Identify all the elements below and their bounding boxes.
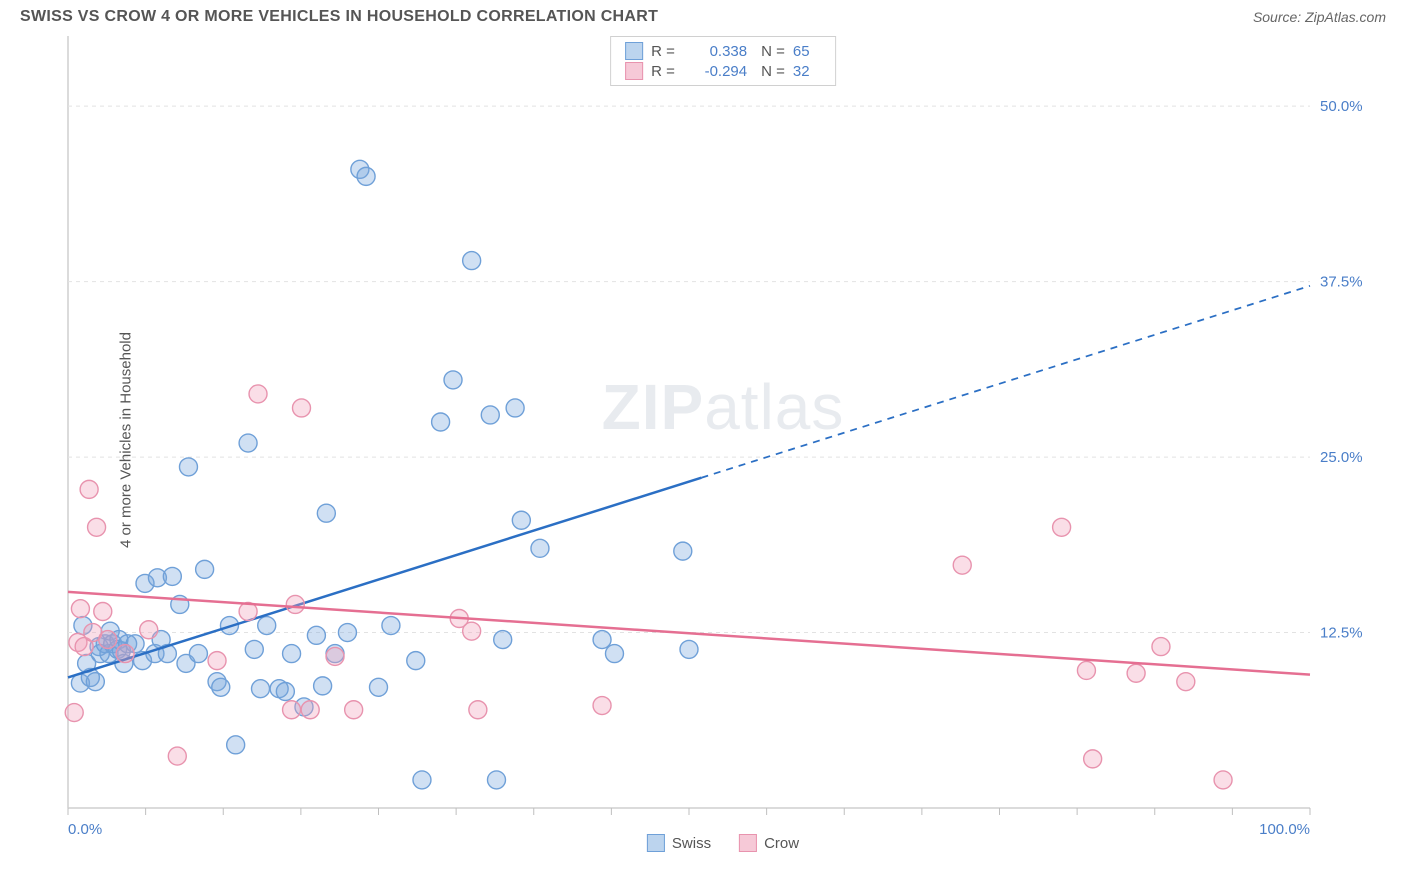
- chart-source: Source: ZipAtlas.com: [1253, 9, 1386, 25]
- n-label: N =: [761, 43, 785, 60]
- legend-item-crow: Crow: [739, 834, 799, 852]
- svg-text:0.0%: 0.0%: [68, 821, 102, 838]
- n-label: N =: [761, 63, 785, 80]
- chart-area: 4 or more Vehicles in Household R = 0.33…: [60, 30, 1386, 850]
- r-label: R =: [651, 43, 677, 60]
- svg-text:100.0%: 100.0%: [1259, 821, 1310, 838]
- series-legend: Swiss Crow: [647, 834, 799, 852]
- crow-swatch-icon: [739, 834, 757, 852]
- svg-text:37.5%: 37.5%: [1320, 274, 1363, 291]
- crow-series-label: Crow: [764, 835, 799, 852]
- swiss-swatch-icon: [625, 42, 643, 60]
- r-label: R =: [651, 63, 677, 80]
- chart-title: SWISS VS CROW 4 OR MORE VEHICLES IN HOUS…: [20, 8, 658, 26]
- swiss-swatch-icon: [647, 834, 665, 852]
- swiss-series-label: Swiss: [672, 835, 711, 852]
- chart-header: SWISS VS CROW 4 OR MORE VEHICLES IN HOUS…: [0, 0, 1406, 30]
- crow-swatch-icon: [625, 62, 643, 80]
- swiss-r-value: 0.338: [685, 43, 747, 60]
- svg-text:25.0%: 25.0%: [1320, 449, 1363, 466]
- legend-row-crow: R = -0.294 N = 32: [625, 61, 821, 81]
- crow-r-value: -0.294: [685, 63, 747, 80]
- svg-text:12.5%: 12.5%: [1320, 625, 1363, 642]
- legend-row-swiss: R = 0.338 N = 65: [625, 41, 821, 61]
- crow-n-value: 32: [793, 63, 821, 80]
- scatter-plot: 12.5% 25.0% 37.5% 50.0% 0.0% 100.0%: [60, 30, 1386, 850]
- legend-item-swiss: Swiss: [647, 834, 711, 852]
- correlation-legend: R = 0.338 N = 65 R = -0.294 N = 32: [610, 36, 836, 86]
- swiss-n-value: 65: [793, 43, 821, 60]
- svg-text:50.0%: 50.0%: [1320, 98, 1363, 115]
